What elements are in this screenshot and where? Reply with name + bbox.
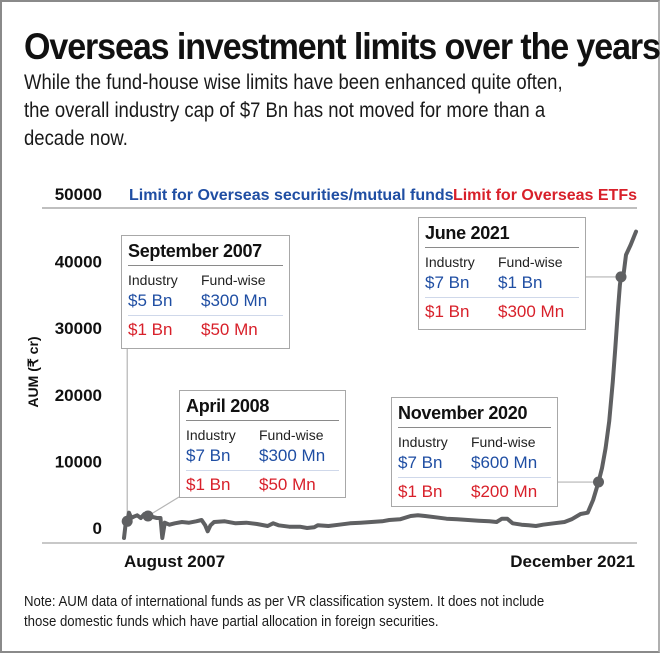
etf-industry-limit: $1 Bn [128,320,173,339]
chart-title: Overseas investment limits over the year… [24,26,660,67]
etf-fund-limit: $200 Mn [471,482,538,501]
chart-subtitle: While the fund-house wise limits have be… [24,68,626,152]
subtitle-line: While the fund-house wise limits have be… [24,70,563,94]
data-marker [593,476,604,488]
callout-connectors [126,276,621,522]
y-axis: 0 10000 20000 30000 40000 50000 [55,185,102,538]
callout-title: September 2007 [128,241,283,266]
callout-connector [147,496,180,517]
mf-industry-limit: $7 Bn [398,453,443,472]
legend-mutual-funds: Limit for Overseas securities/mutual fun… [129,187,454,204]
callout-june-2021: June 2021 Industry Fund-wise $7 Bn $1 Bn $… [418,217,586,330]
mf-fund-limit: $300 Mn [201,291,268,310]
footnote-line: those domestic funds which have partial … [24,613,439,630]
series-group [122,229,638,540]
subtitle-line: the overall industry cap of $7 Bn has no… [24,98,546,122]
etf-industry-limit: $1 Bn [186,475,231,494]
series-line [122,229,638,540]
mf-industry-limit: $7 Bn [186,446,231,465]
mf-industry-limit: $5 Bn [128,291,173,310]
etf-industry-limit: $1 Bn [425,302,470,321]
y-tick-label: 50000 [55,185,102,204]
data-marker [142,510,154,522]
col-fundwise: Fund-wise [498,254,563,270]
x-end-label: December 2021 [510,552,635,571]
markers-group [121,271,627,527]
mf-industry-limit: $7 Bn [425,273,470,292]
etf-industry-limit: $1 Bn [398,482,443,501]
col-industry: Industry [128,272,178,288]
y-tick-label: 0 [93,519,102,538]
callout-title: April 2008 [186,396,339,421]
mf-fund-limit: $1 Bn [498,273,543,292]
col-fundwise: Fund-wise [471,434,536,450]
mf-fund-limit: $600 Mn [471,453,538,472]
data-marker [615,271,627,283]
y-tick-label: 20000 [55,386,102,405]
legend-etfs: Limit for Overseas ETFs [453,187,637,204]
subtitle-line: decade now. [24,126,128,150]
y-tick-label: 10000 [55,452,102,471]
col-industry: Industry [425,254,475,270]
footnote-line: Note: AUM data of international funds as… [24,593,545,610]
y-axis-label: AUM (₹ cr) [25,336,41,407]
mf-fund-limit: $300 Mn [259,446,326,465]
footnote: Note: AUM data of international funds as… [24,592,544,632]
callout-november-2020: November 2020 Industry Fund-wise $7 Bn $60… [391,397,558,507]
col-fundwise: Fund-wise [201,272,266,288]
etf-fund-limit: $300 Mn [498,302,565,321]
callout-september-2007: September 2007 Industry Fund-wise $5 Bn $3… [121,235,290,349]
data-marker [121,515,133,527]
callout-april-2008: April 2008 Industry Fund-wise $7 Bn $300 M… [179,390,346,498]
callout-title: June 2021 [425,223,579,248]
etf-fund-limit: $50 Mn [259,475,316,494]
x-start-label: August 2007 [124,552,225,571]
col-industry: Industry [186,427,236,443]
col-industry: Industry [398,434,448,450]
y-tick-label: 40000 [55,253,102,272]
y-tick-label: 30000 [55,319,102,338]
callout-title: November 2020 [398,403,551,428]
col-fundwise: Fund-wise [259,427,324,443]
etf-fund-limit: $50 Mn [201,320,258,339]
